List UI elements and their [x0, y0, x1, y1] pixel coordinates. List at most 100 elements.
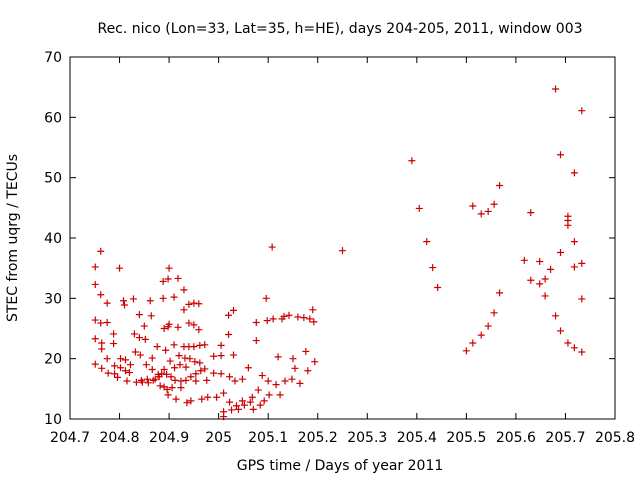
data-point — [269, 315, 277, 323]
data-point — [137, 376, 145, 384]
data-point — [103, 318, 111, 326]
data-point — [196, 341, 204, 349]
data-point — [160, 366, 168, 374]
data-point — [225, 311, 233, 319]
data-point — [195, 300, 203, 308]
plot-frame — [69, 56, 616, 420]
data-point — [117, 355, 125, 363]
data-point — [541, 275, 549, 283]
data-point — [280, 312, 288, 320]
data-point — [147, 312, 155, 320]
data-point — [181, 354, 189, 362]
data-point — [469, 339, 477, 347]
data-point — [309, 306, 317, 314]
data-point — [217, 341, 225, 349]
data-point — [423, 238, 431, 246]
data-point — [110, 330, 118, 338]
data-point — [175, 352, 183, 360]
data-point — [159, 277, 167, 285]
data-point — [176, 361, 184, 369]
data-point — [190, 299, 198, 307]
data-point — [226, 398, 234, 406]
y-tick-label: 40 — [44, 231, 62, 247]
data-point — [135, 311, 143, 319]
data-point — [252, 337, 260, 345]
data-point — [268, 243, 276, 251]
data-point — [130, 330, 138, 338]
data-point — [163, 385, 171, 393]
data-point — [302, 347, 310, 355]
data-point — [246, 398, 254, 406]
data-point — [263, 317, 271, 325]
data-point — [192, 377, 200, 385]
data-point — [167, 373, 175, 381]
data-point — [415, 204, 423, 212]
data-point — [180, 306, 188, 314]
y-tick-label: 70 — [44, 50, 62, 66]
data-point — [557, 151, 564, 159]
data-point — [126, 361, 134, 369]
data-point — [148, 354, 156, 362]
data-point — [256, 401, 264, 409]
data-point — [578, 259, 586, 267]
data-point — [117, 364, 125, 372]
data-point — [182, 376, 190, 384]
data-point — [138, 378, 146, 386]
data-point — [177, 377, 185, 385]
data-point — [238, 375, 246, 383]
data-point — [552, 85, 560, 93]
data-point — [262, 294, 270, 302]
data-point — [578, 295, 586, 303]
data-point — [210, 352, 218, 360]
data-point — [186, 355, 194, 363]
x-tick-label: 205.3 — [347, 430, 387, 446]
data-point — [116, 264, 124, 272]
data-point — [135, 334, 143, 342]
data-point — [170, 341, 178, 349]
data-point — [490, 200, 498, 208]
data-point — [185, 300, 193, 308]
x-tick-label: 205.4 — [397, 430, 437, 446]
data-point — [310, 318, 318, 326]
data-point — [477, 210, 485, 218]
data-point — [159, 294, 167, 302]
data-point — [158, 370, 166, 378]
chart-title: Rec. nico (Lon=33, Lat=35, h=HE), days 2… — [97, 21, 582, 37]
data-point — [103, 355, 111, 363]
data-point — [97, 291, 105, 299]
x-tick-label: 205.1 — [248, 430, 288, 446]
data-point — [578, 348, 586, 356]
data-point — [98, 364, 106, 372]
data-point — [570, 238, 578, 246]
data-point — [258, 372, 266, 380]
data-point — [168, 384, 176, 392]
data-point — [132, 378, 140, 386]
data-point — [148, 366, 156, 374]
data-point — [231, 377, 239, 385]
data-point — [171, 364, 179, 372]
data-point — [142, 361, 150, 369]
data-point — [183, 399, 191, 407]
data-point — [146, 297, 154, 305]
y-tick-label: 60 — [44, 110, 62, 126]
data-point — [547, 265, 555, 273]
data-point — [141, 335, 149, 343]
data-point — [244, 364, 252, 372]
data-point — [125, 369, 133, 377]
data-point — [304, 367, 312, 375]
data-point — [110, 340, 118, 348]
x-tick-label: 205.8 — [595, 430, 635, 446]
data-point — [165, 320, 173, 328]
data-point — [164, 275, 172, 283]
data-point — [264, 377, 272, 385]
data-point — [103, 299, 111, 307]
data-point — [570, 263, 578, 271]
data-point — [477, 331, 485, 339]
data-point — [272, 381, 280, 389]
data-point — [136, 351, 144, 359]
data-point — [185, 319, 193, 327]
data-point — [121, 367, 129, 375]
x-tick-label: 204.8 — [99, 430, 139, 446]
data-point — [490, 309, 498, 317]
data-point — [220, 389, 228, 397]
